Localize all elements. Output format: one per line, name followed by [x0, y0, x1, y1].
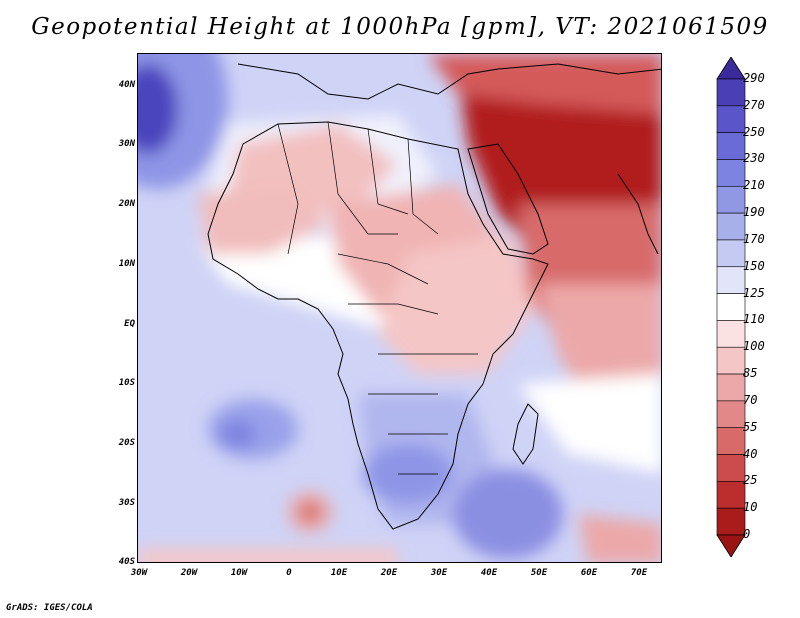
colorbar-segment: [716, 105, 746, 133]
colorbar-segment: [716, 320, 746, 348]
colorbar-tick-label: 25: [743, 473, 758, 488]
colorbar-tick-label: 290: [743, 71, 765, 85]
colorbar-tick-label: 110: [743, 312, 765, 327]
lat-label-30s: 30S: [118, 498, 135, 508]
map-plot-area: [137, 53, 662, 563]
lat-label-10s: 10S: [118, 378, 135, 388]
colorbar-segment: [716, 212, 746, 241]
colorbar-tick-label: 250: [743, 124, 765, 139]
colorbar-tick-label: 270: [743, 97, 765, 112]
lon-label-30w: 30W: [130, 568, 148, 578]
arabia-coastline: [467, 143, 549, 255]
lat-label-10n: 10N: [118, 259, 135, 269]
colorbar-tick-label: 125: [743, 285, 765, 300]
lon-label-50e: 50E: [530, 568, 548, 578]
lat-label-eq: EQ: [124, 319, 135, 329]
colorbar-segment: [716, 481, 746, 509]
height-contour-fill: [138, 54, 661, 562]
colorbar-segment: [716, 454, 746, 482]
lon-label-0: 0: [286, 568, 292, 578]
india-coastline: [617, 173, 659, 255]
colorbar-segment: [716, 293, 746, 321]
colorbar-tick-label: 100: [743, 339, 765, 354]
lat-label-20n: 20N: [118, 199, 135, 209]
colorbar: [716, 57, 746, 557]
colorbar-tick-label: 150: [743, 258, 765, 273]
lon-label-60e: 60E: [580, 568, 598, 578]
colorbar-segment: [716, 373, 746, 402]
coastlines: [207, 63, 661, 530]
country-borders: [277, 121, 478, 475]
colorbar-segment: [716, 239, 746, 268]
colorbar-segment: [716, 78, 746, 107]
lat-label-20s: 20S: [118, 438, 135, 448]
colorbar-segment: [716, 185, 746, 214]
lon-label-30e: 30E: [430, 568, 448, 578]
colorbar-bottom-arrow: [716, 534, 746, 557]
colorbar-segment: [716, 346, 746, 375]
lat-label-40n: 40N: [118, 80, 135, 90]
africa-coastline: [207, 121, 549, 530]
lon-label-70e: 70E: [630, 568, 648, 578]
colorbar-segment: [716, 400, 746, 429]
map-title: Geopotential Height at 1000hPa [gpm], VT…: [31, 14, 769, 40]
lon-label-20e: 20E: [380, 568, 398, 578]
colorbar-tick-label: 70: [743, 392, 758, 407]
colorbar-tick-label: 170: [743, 231, 765, 246]
lon-label-40e: 40E: [480, 568, 498, 578]
colorbar-tick-label: 190: [743, 205, 765, 220]
colorbar-segment: [716, 427, 746, 455]
colorbar-segment: [716, 266, 746, 294]
colorbar-segment: [716, 507, 746, 536]
colorbar-segment: [716, 132, 746, 160]
lon-label-10w: 10W: [230, 568, 248, 578]
lon-label-20w: 20W: [180, 568, 198, 578]
colorbar-segment: [716, 159, 746, 187]
lat-label-40s: 40S: [118, 557, 135, 567]
europe-coastline: [237, 63, 661, 100]
colorbar-tick-label: 230: [743, 151, 765, 166]
colorbar-tick-label: 85: [743, 366, 758, 381]
colorbar-tick-label: 0: [743, 527, 751, 541]
lon-label-10e: 10E: [330, 568, 348, 578]
colorbar-top-arrow: [716, 57, 746, 80]
lat-label-30n: 30N: [118, 139, 135, 149]
colorbar-tick-label: 55: [743, 419, 758, 434]
madagascar-coastline: [512, 403, 539, 465]
geopotential-height-field: [138, 54, 661, 562]
colorbar-tick-label: 210: [743, 178, 765, 193]
colorbar-tick-label: 40: [743, 446, 758, 461]
colorbar-tick-label: 10: [743, 500, 758, 515]
grads-credit: GrADS: IGES/COLA: [6, 603, 93, 613]
